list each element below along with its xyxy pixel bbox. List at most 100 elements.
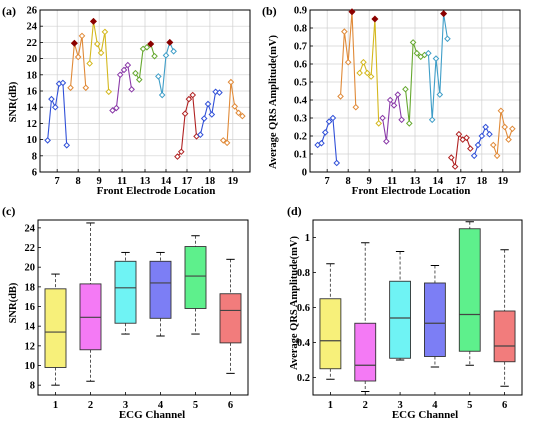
data-point <box>444 35 451 43</box>
data-point <box>505 136 512 143</box>
y-tick-label: 1 <box>305 233 310 244</box>
data-point <box>216 89 223 96</box>
x-tick-label: 13 <box>140 176 151 187</box>
data-point <box>394 91 402 98</box>
data-point <box>197 131 204 139</box>
y-tick-label: 0.6 <box>294 60 307 71</box>
data-point <box>185 95 193 103</box>
data-point <box>74 53 82 61</box>
plot-frame <box>309 9 521 173</box>
data-point <box>360 58 367 66</box>
data-point <box>158 91 166 99</box>
x-tick-label: 7 <box>55 176 60 187</box>
x-tick-label: 4 <box>158 400 164 411</box>
x-tick-label: 13 <box>410 176 421 187</box>
y-tick-label: 18 <box>27 70 38 81</box>
box-1 <box>44 288 67 368</box>
data-point <box>116 71 124 79</box>
data-point <box>493 152 501 160</box>
data-point <box>390 102 398 109</box>
x-tick-label: 14 <box>433 176 444 187</box>
y-tick-label: 20 <box>27 54 38 65</box>
data-point <box>97 49 105 57</box>
x-tick-label: 5 <box>467 400 472 411</box>
x-tick-label: 3 <box>397 400 402 411</box>
data-point <box>109 107 116 114</box>
box-6 <box>219 293 242 344</box>
y-tick-label: 16 <box>27 87 38 98</box>
data-point <box>239 112 246 120</box>
x-tick-label: 17 <box>182 176 193 187</box>
data-point <box>447 154 455 161</box>
data-point <box>82 84 90 92</box>
series-line-9 <box>89 21 110 92</box>
data-point <box>181 110 189 117</box>
data-point <box>344 58 352 66</box>
y-tick-label: 24 <box>25 223 36 234</box>
data-point <box>93 40 101 48</box>
y-tick-label: 0.5 <box>294 78 307 89</box>
y-tick-label: 0.9 <box>294 6 307 17</box>
x-tick-label: 1 <box>328 400 333 411</box>
peak-marker <box>147 40 155 48</box>
y-tick-label: 16 <box>25 302 36 313</box>
data-point <box>386 96 394 104</box>
plot-frame <box>312 219 523 396</box>
data-point <box>321 129 329 136</box>
box-1 <box>319 298 342 370</box>
y-tick-label: 0.8 <box>297 268 310 279</box>
x-tick-label: 5 <box>193 400 198 411</box>
x-tick-label: 14 <box>161 176 172 187</box>
data-point <box>467 145 474 152</box>
y-tick-label: 0.4 <box>297 338 311 349</box>
data-point <box>509 125 516 133</box>
y-tick-label: 20 <box>25 263 36 274</box>
x-axis-label-a: Front Electrode Location <box>97 185 216 197</box>
y-tick-label: 18 <box>25 282 36 293</box>
y-tick-label: 12 <box>25 341 36 352</box>
y-tick-label: 14 <box>25 322 36 333</box>
y-tick-label: 6 <box>32 168 37 179</box>
x-tick-label: 2 <box>88 400 93 411</box>
series-line-11 <box>381 94 403 142</box>
data-point <box>379 114 386 122</box>
panel-a: (a) SNR(dB) Front Electrode Location 6 8 1… <box>2 4 251 197</box>
data-point <box>463 134 470 142</box>
x-tick-label: 11 <box>117 176 127 187</box>
data-point <box>409 39 417 46</box>
series-line-7 <box>47 82 68 146</box>
data-point <box>135 76 143 83</box>
y-tick-label: 10 <box>27 135 38 146</box>
data-point <box>375 120 383 127</box>
data-point <box>174 153 181 160</box>
panel-b: (b) Average QRS Amplitude(mV) Front Elec… <box>262 4 521 197</box>
y-tick-label: 0.4 <box>294 96 308 107</box>
data-point <box>63 141 71 149</box>
y-tick-label: 8 <box>32 151 37 162</box>
data-point <box>318 139 325 147</box>
data-point <box>478 132 486 140</box>
data-point <box>451 163 459 170</box>
x-tick-label: 19 <box>228 176 239 187</box>
peak-marker <box>440 10 448 18</box>
x-tick-label: 9 <box>367 176 372 187</box>
y-tick-label: 14 <box>27 103 38 114</box>
y-tick-label: 10 <box>25 361 36 372</box>
panel-d: (d) Average QRS Amplitude(mV) ECG Channe… <box>287 204 523 421</box>
x-tick-label: 2 <box>363 400 368 411</box>
x-tick-label: 18 <box>477 176 488 187</box>
data-point <box>470 152 478 160</box>
data-point <box>227 78 235 86</box>
box-4 <box>424 282 446 357</box>
panel-label-a: (a) <box>2 4 16 18</box>
x-tick-label: 8 <box>76 176 81 187</box>
data-point <box>86 60 93 67</box>
data-point <box>67 84 74 92</box>
data-point <box>455 130 463 138</box>
data-point <box>155 73 162 80</box>
data-point <box>120 66 128 74</box>
x-axis-label-c: ECG Channel <box>119 409 185 421</box>
box-5 <box>458 228 481 352</box>
x-tick-label: 6 <box>502 400 507 411</box>
